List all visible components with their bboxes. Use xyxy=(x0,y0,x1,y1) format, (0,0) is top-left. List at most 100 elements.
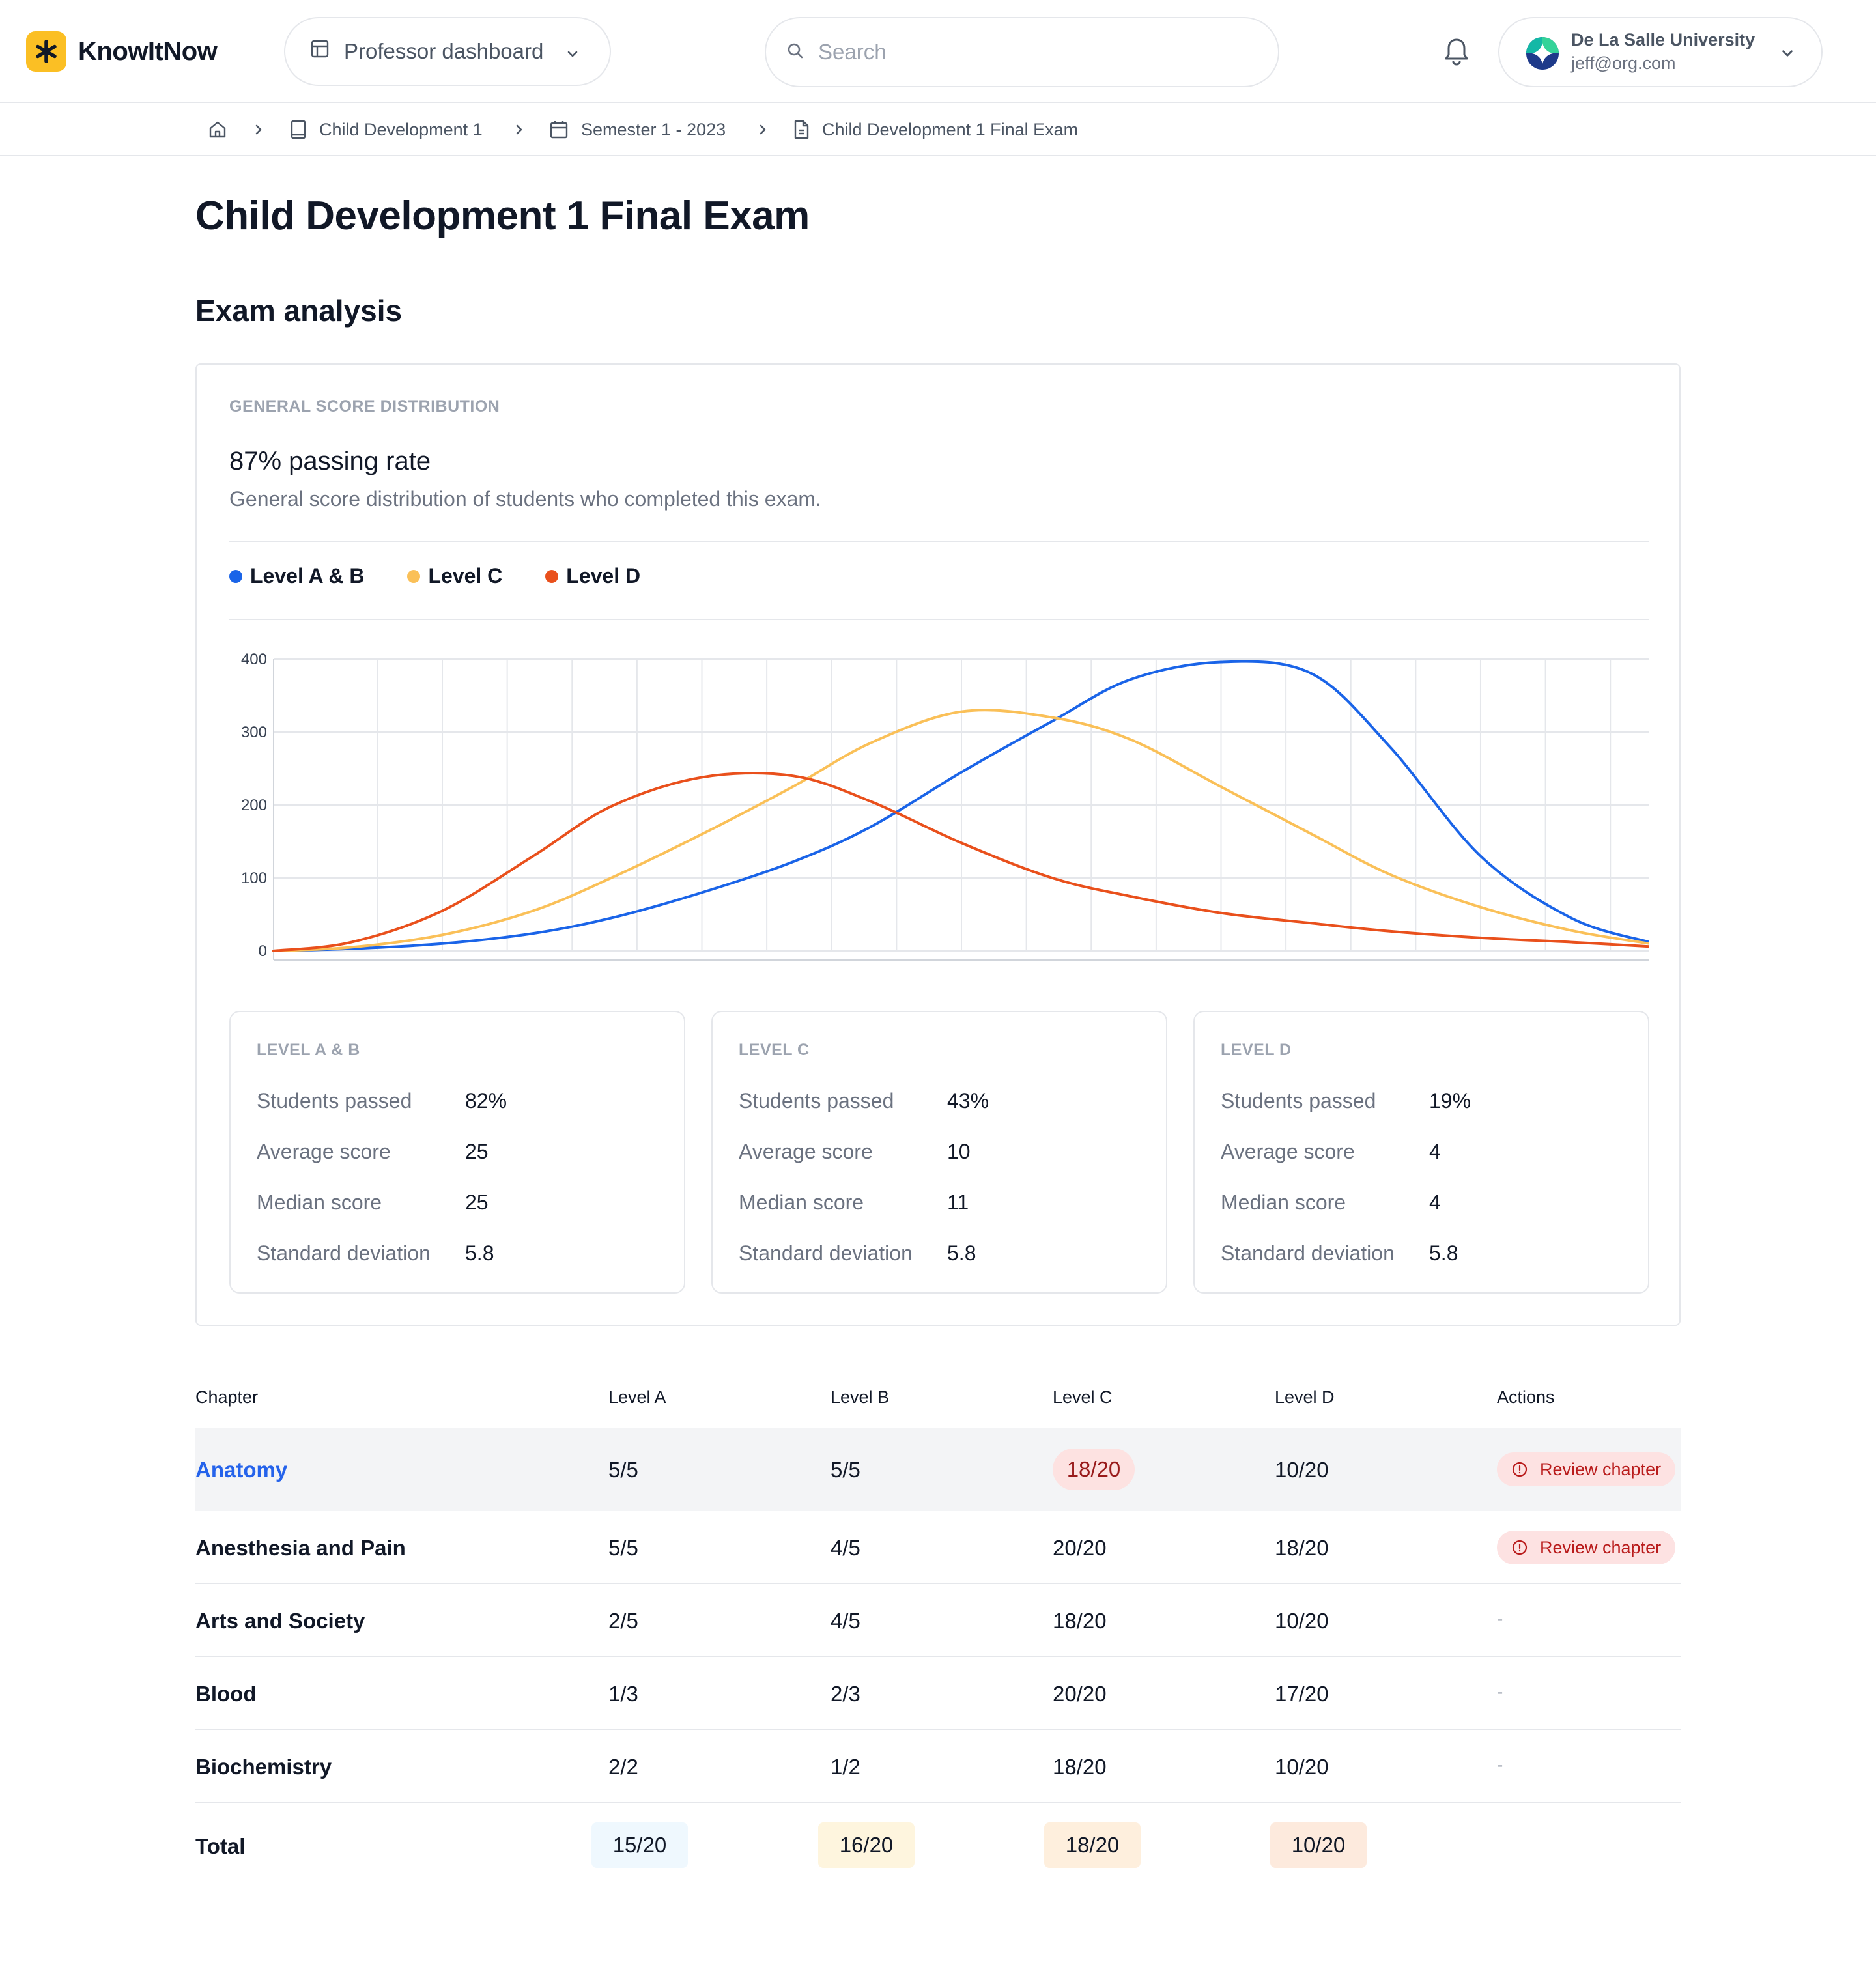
level-c-cell: 20/20 xyxy=(1053,1682,1107,1706)
table-row[interactable]: Anatomy 5/5 5/5 18/20 10/20 Review chapt… xyxy=(195,1428,1681,1511)
search-input[interactable] xyxy=(818,40,1209,64)
column-header-chapter: Chapter xyxy=(195,1387,259,1407)
stat-value: 25 xyxy=(465,1191,489,1214)
book-icon xyxy=(291,120,306,139)
stat-label: Standard deviation xyxy=(739,1241,913,1265)
stat-value: 4 xyxy=(1429,1140,1441,1163)
search-box xyxy=(765,17,1279,87)
breadcrumb-item-course[interactable]: Child Development 1 xyxy=(289,103,483,156)
stat-label: Average score xyxy=(1221,1140,1355,1163)
level-b-cell: 2/3 xyxy=(831,1682,860,1706)
stat-value: 4 xyxy=(1429,1191,1441,1214)
level-b-cell: 4/5 xyxy=(831,1536,860,1560)
stat-label: Students passed xyxy=(257,1089,412,1112)
level-b-cell: 4/5 xyxy=(831,1609,860,1633)
chevron-right-icon xyxy=(250,120,267,143)
stat-label: Standard deviation xyxy=(257,1241,431,1265)
chapter-link[interactable]: Anatomy xyxy=(195,1458,288,1482)
stat-value: 11 xyxy=(947,1191,969,1214)
table-row[interactable]: Anesthesia and Pain 5/5 4/5 20/20 18/20 … xyxy=(195,1511,1681,1584)
stat-value: 10 xyxy=(947,1140,971,1163)
dashboard-label: Professor dashboard xyxy=(344,39,544,63)
table-row[interactable]: Biochemistry 2/2 1/2 18/20 10/20 - xyxy=(195,1730,1681,1803)
stat-value: 19% xyxy=(1429,1089,1471,1112)
chevron-down-icon xyxy=(564,43,581,68)
y-axis-tick-label: 400 xyxy=(241,651,267,668)
y-axis-tick-label: 300 xyxy=(241,724,267,741)
university-logo-icon xyxy=(1526,36,1559,74)
stat-label: Average score xyxy=(739,1140,873,1163)
legend-dot-icon xyxy=(229,569,242,583)
breadcrumb-label: Semester 1 - 2023 xyxy=(581,119,726,139)
alert-circle-icon xyxy=(1512,1462,1528,1477)
column-header-actions: Actions xyxy=(1497,1387,1555,1407)
breadcrumb-label: Child Development 1 Final Exam xyxy=(822,119,1079,139)
stat-label: Standard deviation xyxy=(1221,1241,1395,1265)
review-chapter-label: Review chapter xyxy=(1540,1537,1662,1557)
series-line-level-c xyxy=(272,709,1649,952)
app-logo[interactable]: KnowItNow xyxy=(26,31,218,72)
chevron-down-icon xyxy=(1778,44,1797,66)
chapter-name[interactable]: Arts and Society xyxy=(195,1609,365,1633)
chapter-name[interactable]: Anesthesia and Pain xyxy=(195,1536,406,1560)
total-level-c-badge: 18/20 xyxy=(1044,1822,1141,1868)
total-level-b-badge: 16/20 xyxy=(818,1822,915,1868)
level-d-cell: 10/20 xyxy=(1275,1755,1329,1779)
total-label: Total xyxy=(195,1834,246,1858)
search-icon xyxy=(786,41,805,64)
breadcrumb-item-semester[interactable]: Semester 1 - 2023 xyxy=(548,103,726,156)
level-b-cell: 1/2 xyxy=(831,1755,860,1779)
legend-dot-icon xyxy=(545,569,559,583)
level-c-cell: 18/20 xyxy=(1053,1755,1107,1779)
stat-value: 5.8 xyxy=(947,1241,976,1265)
column-header-level-c: Level C xyxy=(1053,1387,1113,1407)
document-icon xyxy=(794,120,809,139)
stat-value: 5.8 xyxy=(1429,1241,1458,1265)
review-chapter-button[interactable]: Review chapter xyxy=(1497,1531,1676,1564)
home-icon[interactable] xyxy=(207,103,228,156)
alert-circle-icon xyxy=(1512,1540,1528,1555)
level-a-cell: 2/2 xyxy=(608,1755,638,1779)
stat-label: Median score xyxy=(739,1191,864,1214)
chevron-right-icon xyxy=(511,120,528,143)
dashboard-switcher-button[interactable]: Professor dashboard xyxy=(284,17,611,86)
row-divider xyxy=(195,1583,1681,1584)
card-description: General score distribution of students w… xyxy=(229,487,821,511)
page-title: Child Development 1 Final Exam xyxy=(195,193,810,238)
score-distribution-card: GENERAL SCORE DISTRIBUTION 87% passing r… xyxy=(195,363,1681,1326)
divider xyxy=(229,619,1649,620)
stat-value: 82% xyxy=(465,1089,507,1112)
table-total-row: Total 15/20 16/20 18/20 10/20 xyxy=(195,1803,1681,1888)
flagged-score-badge: 18/20 xyxy=(1053,1449,1135,1490)
account-menu[interactable]: De La Salle University jeff@org.com xyxy=(1498,17,1823,87)
level-d-cell: 17/20 xyxy=(1275,1682,1329,1706)
stats-title: LEVEL C xyxy=(739,1041,810,1059)
legend-item-level-ab: Level A & B xyxy=(229,564,364,588)
review-chapter-button[interactable]: Review chapter xyxy=(1497,1452,1676,1486)
account-email: jeff@org.com xyxy=(1571,53,1676,73)
table-row[interactable]: Blood 1/3 2/3 20/20 17/20 - xyxy=(195,1657,1681,1730)
level-a-cell: 5/5 xyxy=(608,1458,638,1482)
chapter-name[interactable]: Blood xyxy=(195,1682,257,1706)
table-row[interactable]: Arts and Society 2/5 4/5 18/20 10/20 - xyxy=(195,1584,1681,1657)
asterisk-logo-icon xyxy=(26,31,66,72)
legend-item-level-c: Level C xyxy=(407,564,502,588)
level-d-cell: 10/20 xyxy=(1275,1458,1329,1482)
chevron-right-icon xyxy=(754,120,771,143)
stat-value: 5.8 xyxy=(465,1241,494,1265)
review-chapter-label: Review chapter xyxy=(1540,1459,1662,1479)
total-level-a-badge: 15/20 xyxy=(591,1822,688,1868)
stat-label: Median score xyxy=(1221,1191,1346,1214)
chapter-name[interactable]: Biochemistry xyxy=(195,1755,332,1779)
breadcrumb-item-exam[interactable]: Child Development 1 Final Exam xyxy=(792,103,1078,156)
legend-label: Level D xyxy=(566,564,641,587)
level-d-cell: 18/20 xyxy=(1275,1536,1329,1560)
stats-box-level-ab: LEVEL A & B Students passed 82% Average s… xyxy=(229,1011,685,1294)
level-d-cell: 10/20 xyxy=(1275,1609,1329,1633)
y-axis-tick-label: 100 xyxy=(241,870,267,887)
account-org-name: De La Salle University xyxy=(1571,30,1755,50)
notifications-bell-icon[interactable] xyxy=(1442,36,1471,70)
y-axis-tick-label: 200 xyxy=(241,797,267,814)
stat-label: Median score xyxy=(257,1191,382,1214)
passing-rate-headline: 87% passing rate xyxy=(229,447,431,475)
